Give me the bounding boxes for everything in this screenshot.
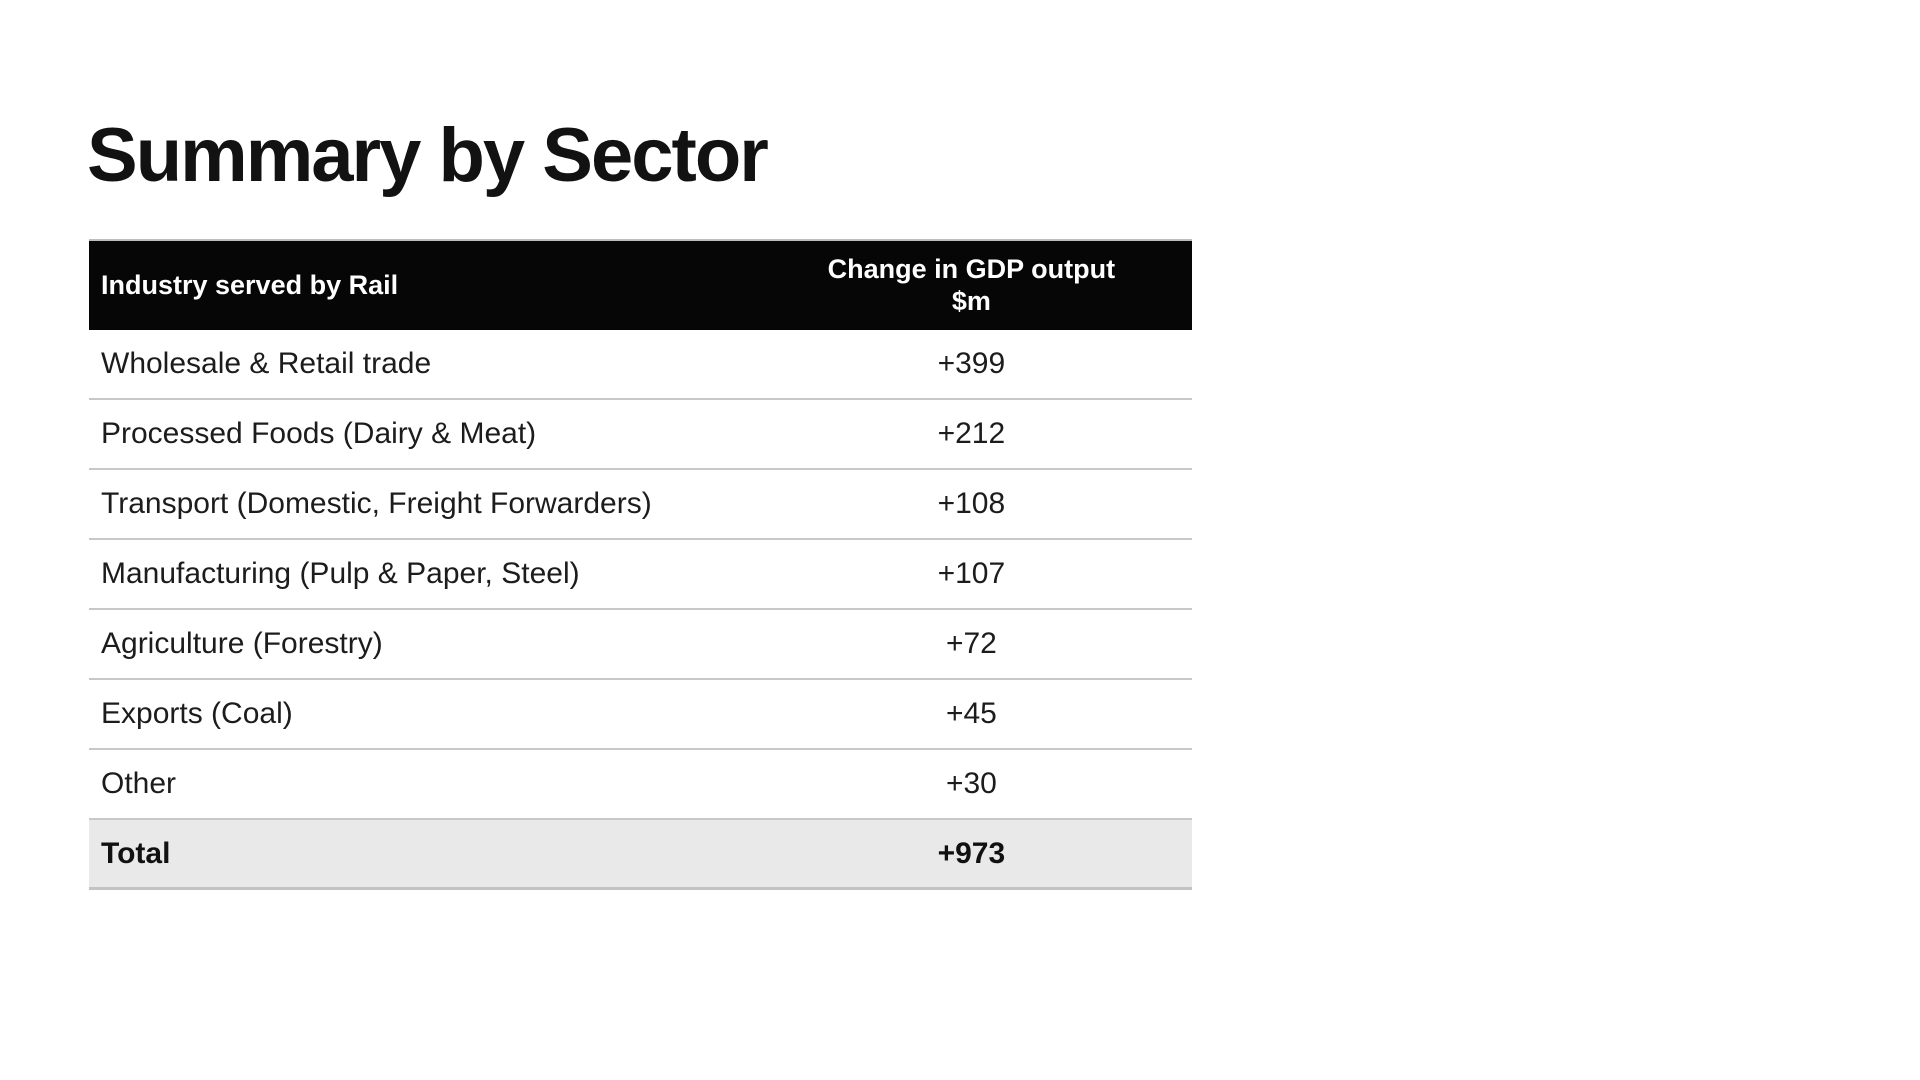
table-row: Agriculture (Forestry) +72 — [89, 610, 1192, 680]
table-row: Exports (Coal) +45 — [89, 680, 1192, 750]
row-value: +212 — [937, 417, 1006, 450]
row-label: Other — [101, 767, 177, 800]
row-value: +45 — [945, 697, 997, 730]
table-row: Processed Foods (Dairy & Meat) +212 — [89, 400, 1192, 470]
row-label: Processed Foods (Dairy & Meat) — [101, 417, 537, 450]
row-label: Wholesale & Retail trade — [101, 347, 432, 380]
page-title: Summary by Sector — [87, 113, 769, 198]
table-row: Transport (Domestic, Freight Forwarders)… — [89, 470, 1192, 540]
row-label: Manufacturing (Pulp & Paper, Steel) — [101, 557, 580, 590]
header-industry-column: Industry served by Rail — [101, 270, 399, 300]
total-label: Total — [101, 836, 171, 870]
row-label: Exports (Coal) — [101, 697, 293, 730]
row-value: +107 — [937, 557, 1006, 590]
header-value-line2: $m — [951, 285, 991, 316]
total-value: +973 — [937, 836, 1006, 870]
table-total-row: Total +973 — [89, 820, 1192, 890]
table-row: Wholesale & Retail trade +399 — [89, 330, 1192, 400]
row-value: +108 — [937, 487, 1006, 520]
row-label: Transport (Domestic, Freight Forwarders) — [101, 487, 652, 520]
sector-summary-table: Industry served by Rail Change in GDP ou… — [89, 239, 1192, 890]
row-value: +30 — [945, 767, 997, 800]
table-row: Manufacturing (Pulp & Paper, Steel) +107 — [89, 540, 1192, 610]
row-value: +399 — [937, 347, 1006, 380]
row-value: +72 — [945, 627, 997, 660]
table-header-row: Industry served by Rail Change in GDP ou… — [89, 241, 1192, 330]
table-row: Other +30 — [89, 750, 1192, 820]
header-value-line1: Change in GDP output — [827, 253, 1116, 284]
header-value-column: Change in GDP output $m — [751, 254, 1192, 318]
row-label: Agriculture (Forestry) — [101, 627, 383, 660]
